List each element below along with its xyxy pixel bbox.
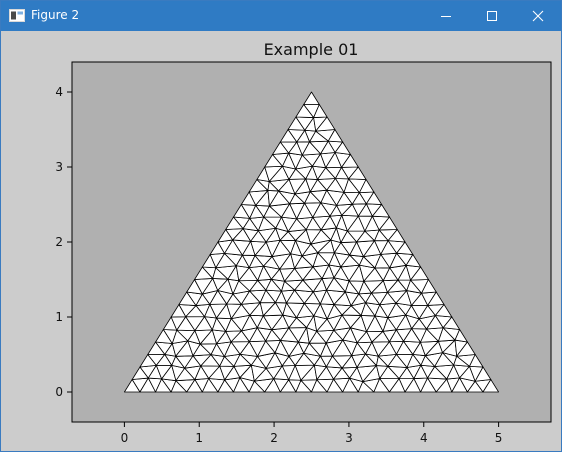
mesh-triangle [341, 154, 359, 168]
y-tick-label: 0 [55, 385, 63, 399]
x-tick-label: 2 [270, 431, 278, 445]
mesh-triangle [371, 204, 390, 218]
y-tick-label: 2 [55, 235, 63, 249]
x-tick-label: 1 [195, 431, 203, 445]
mesh-triangle [396, 241, 414, 255]
window-title: Figure 2 [31, 8, 80, 22]
mesh-triangle [348, 166, 367, 180]
mesh-triangle [482, 379, 500, 393]
mesh-triangle [378, 216, 398, 231]
minimize-icon [441, 16, 451, 17]
y-axis-ticks: 0 1 2 3 4 [55, 85, 72, 399]
mesh-triangle [435, 304, 453, 318]
mesh-triangle [387, 229, 406, 243]
mesh-triangle [469, 354, 484, 368]
minimize-button[interactable] [423, 1, 469, 31]
mesh-triangle [315, 116, 336, 132]
mesh-triangle [410, 266, 429, 281]
mesh-triangle [365, 191, 383, 205]
mesh-triangle [405, 254, 422, 268]
y-tick-label: 3 [55, 160, 63, 174]
x-tick-label: 4 [420, 431, 428, 445]
mesh-triangle [313, 104, 328, 118]
figure-canvas[interactable]: 0 1 2 3 4 5 0 1 2 3 4 Example 01 [1, 31, 561, 451]
close-button[interactable] [515, 1, 561, 31]
mesh-triangle [303, 91, 320, 105]
y-tick-label: 4 [55, 85, 63, 99]
close-icon [532, 10, 544, 22]
mesh-triangle [442, 316, 461, 330]
maximize-button[interactable] [469, 1, 515, 31]
x-tick-label: 0 [121, 431, 129, 445]
mesh-triangle [334, 141, 351, 155]
mesh-triangle [421, 279, 437, 294]
figure-app-icon [9, 9, 25, 22]
mesh-triangle [427, 291, 445, 306]
mesh-triangle [359, 179, 375, 194]
mesh-triangle [474, 366, 492, 382]
chart-title: Example 01 [264, 40, 359, 59]
title-bar[interactable]: Figure 2 [1, 1, 561, 31]
x-tick-label: 3 [345, 431, 353, 445]
mesh-triangle [456, 341, 476, 357]
mesh-triangle [454, 329, 468, 343]
maximize-icon [487, 11, 497, 21]
mesh-triangle [327, 129, 344, 143]
x-tick-label: 5 [495, 431, 503, 445]
x-axis-ticks: 0 1 2 3 4 5 [121, 422, 503, 445]
y-tick-label: 1 [55, 310, 63, 324]
plot-area: 0 1 2 3 4 5 0 1 2 3 4 Example 01 [55, 40, 552, 445]
triangular-mesh [123, 91, 500, 393]
